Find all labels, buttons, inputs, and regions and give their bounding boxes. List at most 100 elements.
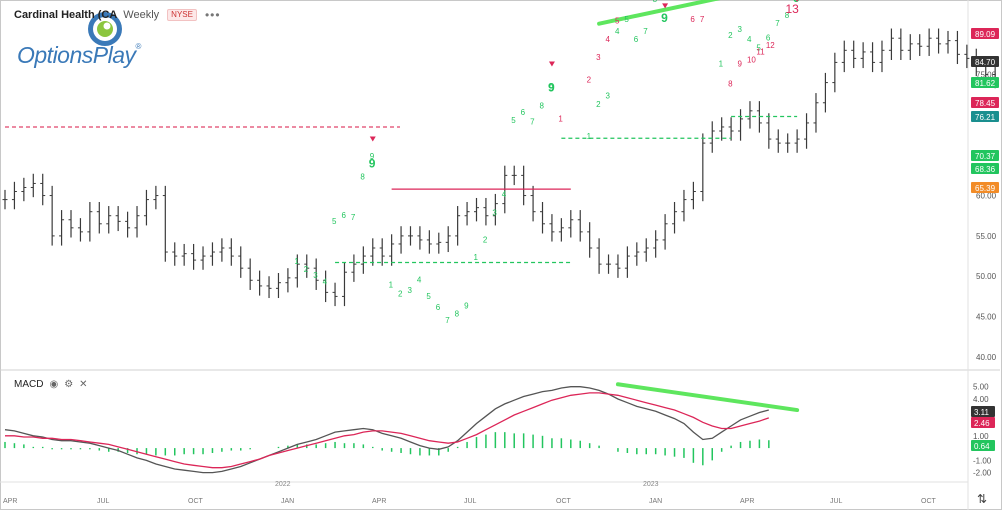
- sequential-count-label: 12: [766, 41, 775, 50]
- sequential-count-label: 5: [332, 217, 337, 226]
- sequential-count-label: 6: [521, 108, 526, 117]
- sequential-count-label: 6: [341, 211, 346, 220]
- time-tick-label: JUL: [97, 498, 110, 505]
- price-level-label: 65.39: [975, 184, 996, 193]
- sequential-count-label: 8: [653, 0, 658, 4]
- price-level-label: 70.37: [975, 152, 996, 161]
- sequential-count-label: 9: [549, 84, 554, 93]
- sequential-count-label: 8: [455, 310, 460, 319]
- sequential-count-label: 5: [511, 116, 516, 125]
- price-tick-label: 50.00: [976, 272, 997, 281]
- sequential-count-label: 2: [483, 235, 488, 244]
- macd-tick-label: -1.00: [973, 456, 992, 465]
- sequential-count-label: 6: [690, 15, 695, 24]
- price-level-tag: [971, 56, 999, 67]
- price-level-tag: [971, 182, 999, 193]
- sequential-count-label: 2: [596, 100, 601, 109]
- price-tick-label: 45.00: [976, 313, 997, 322]
- sequential-count-label: 7: [445, 316, 450, 325]
- expand-arrows-icon[interactable]: ⇅: [977, 492, 988, 506]
- symbol-title[interactable]: Cardinal Health (CA: [14, 9, 118, 21]
- macd-tick-label: 1.00: [973, 432, 989, 441]
- price-level-tag: [971, 28, 999, 39]
- sequential-count-label: 1: [719, 59, 724, 68]
- sequential-count-label: 7: [700, 15, 705, 24]
- sell-arrow-icon: [795, 0, 799, 2]
- year-label: 2023: [643, 481, 659, 488]
- sequential-count-label: 8: [728, 80, 733, 89]
- sequential-count-label: 5: [426, 292, 431, 301]
- macd-tick-label: 4.00: [973, 395, 989, 404]
- sequential-count-label: 6: [766, 34, 771, 43]
- sequential-count-label: 1: [474, 253, 479, 262]
- sequential-count-label: 3: [313, 271, 318, 280]
- sequential-count-label: 4: [323, 277, 328, 286]
- time-tick-label: JUL: [830, 498, 843, 505]
- sequential-count-label: 1: [294, 257, 299, 266]
- time-tick-label: JUL: [464, 498, 477, 505]
- price-tick-label: 55.00: [976, 232, 997, 241]
- year-label: 2022: [275, 481, 291, 488]
- close-icon[interactable]: ✕: [79, 379, 88, 390]
- price-level-tag: [971, 77, 999, 88]
- sequential-count-label: 4: [606, 35, 611, 44]
- signal-line: [5, 392, 770, 469]
- eye-icon[interactable]: ◉: [49, 379, 59, 390]
- sequential-count-label: 4: [502, 190, 507, 199]
- sequential-count-label: 1: [558, 114, 563, 123]
- exchange-badge: NYSE: [167, 9, 197, 21]
- time-tick-label: OCT: [556, 498, 572, 505]
- price-level-tag: [971, 111, 999, 122]
- interval-label[interactable]: Weekly: [123, 9, 160, 21]
- sell-arrow-icon: [548, 61, 555, 67]
- price-level-label: 78.45: [975, 99, 996, 108]
- ellipsis-icon[interactable]: •••: [204, 8, 221, 22]
- time-tick-label: OCT: [921, 498, 937, 505]
- sequential-count-label: 4: [747, 35, 752, 44]
- price-level-label: 84.70: [975, 58, 996, 67]
- sequential-count-label: 2: [728, 31, 733, 40]
- setup-nine-label: 9: [793, 0, 800, 5]
- sequential-count-label: 7: [643, 27, 648, 36]
- countdown-thirteen-label: 13: [785, 2, 799, 16]
- sequential-count-label: 7: [530, 118, 535, 127]
- chart-header: Cardinal Health (CA Weekly NYSE •••: [14, 8, 221, 22]
- price-level-tag: [971, 97, 999, 108]
- sequential-count-label: 3: [606, 92, 611, 101]
- sequential-count-label: 2: [304, 265, 309, 274]
- sequential-count-label: 9: [464, 302, 469, 311]
- time-tick-label: APR: [372, 498, 386, 505]
- macd-value-tag: [971, 417, 995, 428]
- macd-line: [4, 386, 769, 474]
- sequential-count-label: 3: [738, 25, 743, 34]
- sequential-count-label: 3: [492, 209, 497, 218]
- macd-panel-header: MACD ◉ ⚙ ✕: [14, 379, 88, 390]
- logo-registered-mark: ®: [135, 42, 142, 51]
- sequential-count-label: 8: [785, 11, 790, 20]
- sequential-count-label: 2: [587, 76, 592, 85]
- sequential-count-label: 5: [756, 43, 761, 52]
- gear-icon[interactable]: ⚙: [64, 379, 74, 390]
- price-level-label: 76.21: [975, 113, 996, 122]
- sequential-count-label: 11: [756, 47, 765, 56]
- sequential-count-label: 6: [634, 35, 639, 44]
- sequential-count-label: 3: [596, 53, 601, 62]
- price-level-label: 81.62: [975, 79, 996, 88]
- time-tick-label: APR: [3, 498, 17, 505]
- sequential-count-label: 5: [624, 15, 629, 24]
- sell-arrow-icon: [662, 3, 669, 9]
- sequential-count-label: 8: [360, 172, 365, 181]
- macd-value-tag: [971, 440, 995, 451]
- price-level-tag: [971, 150, 999, 161]
- sequential-count-label: 7: [775, 19, 780, 28]
- price-level-label: 89.09: [975, 30, 996, 39]
- sell-arrow-icon: [369, 136, 376, 142]
- macd-label: MACD: [14, 379, 44, 390]
- setup-nine-label: 9: [369, 156, 376, 170]
- sequential-count-label: 10: [747, 55, 756, 64]
- sequential-count-label: 7: [351, 213, 356, 222]
- macd-trendline: [615, 382, 800, 413]
- macd-value-label: 2.46: [974, 419, 990, 428]
- time-tick-label: APR: [740, 498, 754, 505]
